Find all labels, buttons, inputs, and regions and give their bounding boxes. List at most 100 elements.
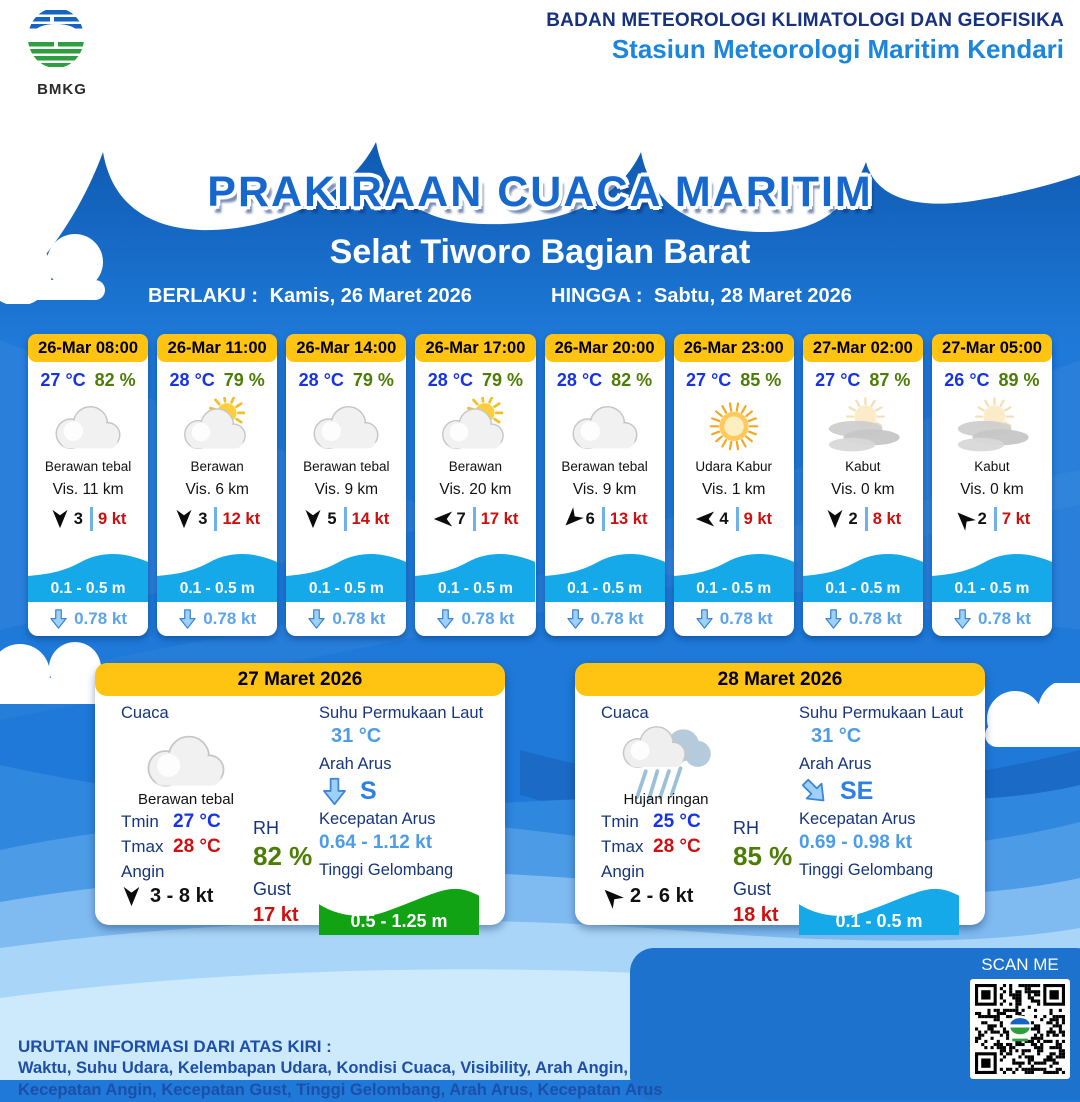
tmax-value: 28 °C xyxy=(173,836,221,857)
wind-row: 3 12 kt xyxy=(174,507,260,531)
wind-gust: 17 kt xyxy=(480,509,519,528)
air-temperature: 28 °C xyxy=(169,370,215,390)
tmin-label: Tmin xyxy=(121,812,159,831)
rh-value: 82 % xyxy=(253,841,313,871)
current-direction-icon xyxy=(321,776,348,807)
wave-shape xyxy=(544,554,665,602)
footer-line2: Kecepatan Angin, Kecepatan Gust, Tinggi … xyxy=(18,1081,663,1100)
weather-icon xyxy=(819,395,907,457)
footer-line1: Waktu, Suhu Udara, Kelembapan Udara, Kon… xyxy=(18,1059,629,1078)
forecast-time: 26-Mar 11:00 xyxy=(157,334,278,362)
weather-condition: Udara Kabur xyxy=(695,459,772,474)
current-direction-icon xyxy=(824,607,843,631)
current-speed: 0.64 - 1.12 kt xyxy=(319,832,433,853)
sst-label: Suhu Permukaan Laut xyxy=(799,704,964,722)
wave-shape xyxy=(286,554,407,602)
bmkg-logo-label: BMKG xyxy=(37,81,87,98)
current-direction: S xyxy=(360,777,377,805)
wind-separator xyxy=(993,507,997,531)
sst-value: 31 °C xyxy=(811,725,862,747)
wind-gust: 14 kt xyxy=(351,509,390,528)
tmax-row: Tmax 28 °C xyxy=(601,836,731,858)
daily-sea-column: Suhu Permukaan Laut 31 °C Arah Arus SE K… xyxy=(799,704,971,935)
weather-icon xyxy=(948,395,1036,457)
weather-condition: Berawan tebal xyxy=(138,791,234,808)
weather-condition: Berawan tebal xyxy=(303,459,390,474)
weather-icon xyxy=(561,395,649,457)
current-direction-icon xyxy=(695,607,714,631)
weather-condition: Kabut xyxy=(974,459,1010,474)
area-subtitle: Selat Tiworo Bagian Barat xyxy=(329,233,751,271)
wave-height: 0.1 - 0.5 m xyxy=(567,580,643,597)
wind-direction-icon xyxy=(174,508,194,530)
forecast-card: 27-Mar 05:00 26 °C 89 % Kabut Vis. 0 km … xyxy=(931,334,1052,636)
current-direction-label: Arah Arus xyxy=(799,755,872,773)
tmin-label: Tmin xyxy=(601,812,639,831)
wave-height-badge: 0.1 - 0.5 m xyxy=(799,885,959,935)
forecast-card: 27-Mar 02:00 27 °C 87 % Kabut Vis. 0 km … xyxy=(802,334,923,636)
wind-row: 2 8 kt xyxy=(825,507,902,531)
current-speed: 0.78 kt xyxy=(977,609,1031,628)
wind-speed: 4 xyxy=(719,509,729,528)
wind-separator xyxy=(735,507,739,531)
current-speed: 0.78 kt xyxy=(74,609,128,628)
temp-humidity-row: 28 °C 79 % xyxy=(428,370,523,391)
temp-humidity-row: 27 °C 87 % xyxy=(815,370,910,391)
visibility: Vis. 0 km xyxy=(831,481,895,498)
footer-legend: URUTAN INFORMASI DARI ATAS KIRI : Waktu,… xyxy=(18,1036,663,1102)
qr-panel: SCAN ME xyxy=(630,948,1080,1100)
forecast-card: 26-Mar 11:00 28 °C 79 % Berawan Vis. 6 k… xyxy=(157,334,278,636)
wave-height: 0.1 - 0.5 m xyxy=(308,580,384,597)
current-row: 0.78 kt xyxy=(932,607,1052,631)
tmin-row: Tmin 25 °C xyxy=(601,811,731,833)
air-temperature: 28 °C xyxy=(556,370,603,390)
relative-humidity: 87 % xyxy=(869,370,911,390)
wind-separator xyxy=(214,507,218,531)
wave-height: 0.1 - 0.5 m xyxy=(835,911,923,931)
forecast-card: 26-Mar 17:00 28 °C 79 % Berawan Vis. 20 … xyxy=(415,334,536,636)
wave-height: 0.1 - 0.5 m xyxy=(179,580,255,597)
forecast-row: 26-Mar 08:00 27 °C 82 % Berawan tebal Vi… xyxy=(28,334,1052,636)
wind-speed: 2 xyxy=(848,509,858,528)
forecast-card: 26-Mar 08:00 27 °C 82 % Berawan tebal Vi… xyxy=(28,334,149,636)
current-speed: 0.78 kt xyxy=(848,609,902,628)
forecast-time: 26-Mar 20:00 xyxy=(544,334,665,362)
validity-from-label: BERLAKU : xyxy=(148,285,258,307)
temp-humidity-row: 28 °C 79 % xyxy=(170,370,265,391)
wind-row: 2 7 kt xyxy=(954,507,1030,531)
current-row: 0.78 kt xyxy=(157,607,277,631)
wave-height-label: Tinggi Gelombang xyxy=(799,861,934,879)
weather-icon xyxy=(431,395,519,457)
daily-body: Cuaca Hujan ringan Tmin 25 °C Tmax 28 °C… xyxy=(575,696,985,935)
visibility: Vis. 9 km xyxy=(572,481,637,498)
current-direction: SE xyxy=(840,777,874,805)
current-row: 0.78 kt xyxy=(415,607,535,631)
weather-condition: Berawan xyxy=(448,459,503,474)
wave-shape xyxy=(931,554,1052,602)
wave-height-badge: 0.5 - 1.25 m xyxy=(319,885,479,935)
daily-rh-column: RH 85 % Gust 18 kt xyxy=(733,818,813,927)
wave-height-badge: 0.1 - 0.5 m xyxy=(415,550,536,602)
wave-height-badge: 0.1 - 0.5 m xyxy=(286,550,407,602)
air-temperature: 26 °C xyxy=(944,370,990,390)
daily-weather-column: Cuaca Hujan ringan Tmin 25 °C Tmax 28 °C… xyxy=(601,704,731,909)
forecast-time: 27-Mar 05:00 xyxy=(931,334,1052,362)
forecast-time: 26-Mar 17:00 xyxy=(415,334,536,362)
tmax-row: Tmax 28 °C xyxy=(121,836,251,858)
forecast-card: 26-Mar 14:00 28 °C 79 % Berawan tebal Vi… xyxy=(286,334,407,636)
current-speed: 0.69 - 0.98 kt xyxy=(799,832,913,853)
wave-shape xyxy=(157,554,278,602)
temp-humidity-row: 27 °C 85 % xyxy=(686,370,781,391)
wave-shape xyxy=(415,554,536,602)
footer-heading: URUTAN INFORMASI DARI ATAS KIRI : xyxy=(18,1037,332,1056)
wind-gust: 8 kt xyxy=(872,509,902,528)
wave-shape xyxy=(28,554,149,602)
relative-humidity: 79 % xyxy=(482,370,524,390)
wind-speed: 3 xyxy=(198,509,208,528)
wave-height-badge: 0.1 - 0.5 m xyxy=(28,550,149,602)
relative-humidity: 79 % xyxy=(352,370,394,390)
wave-height-label: Tinggi Gelombang xyxy=(319,861,454,879)
current-speed: 0.78 kt xyxy=(461,609,515,628)
current-row: 0.78 kt xyxy=(674,607,794,631)
wave-shape xyxy=(319,888,479,935)
